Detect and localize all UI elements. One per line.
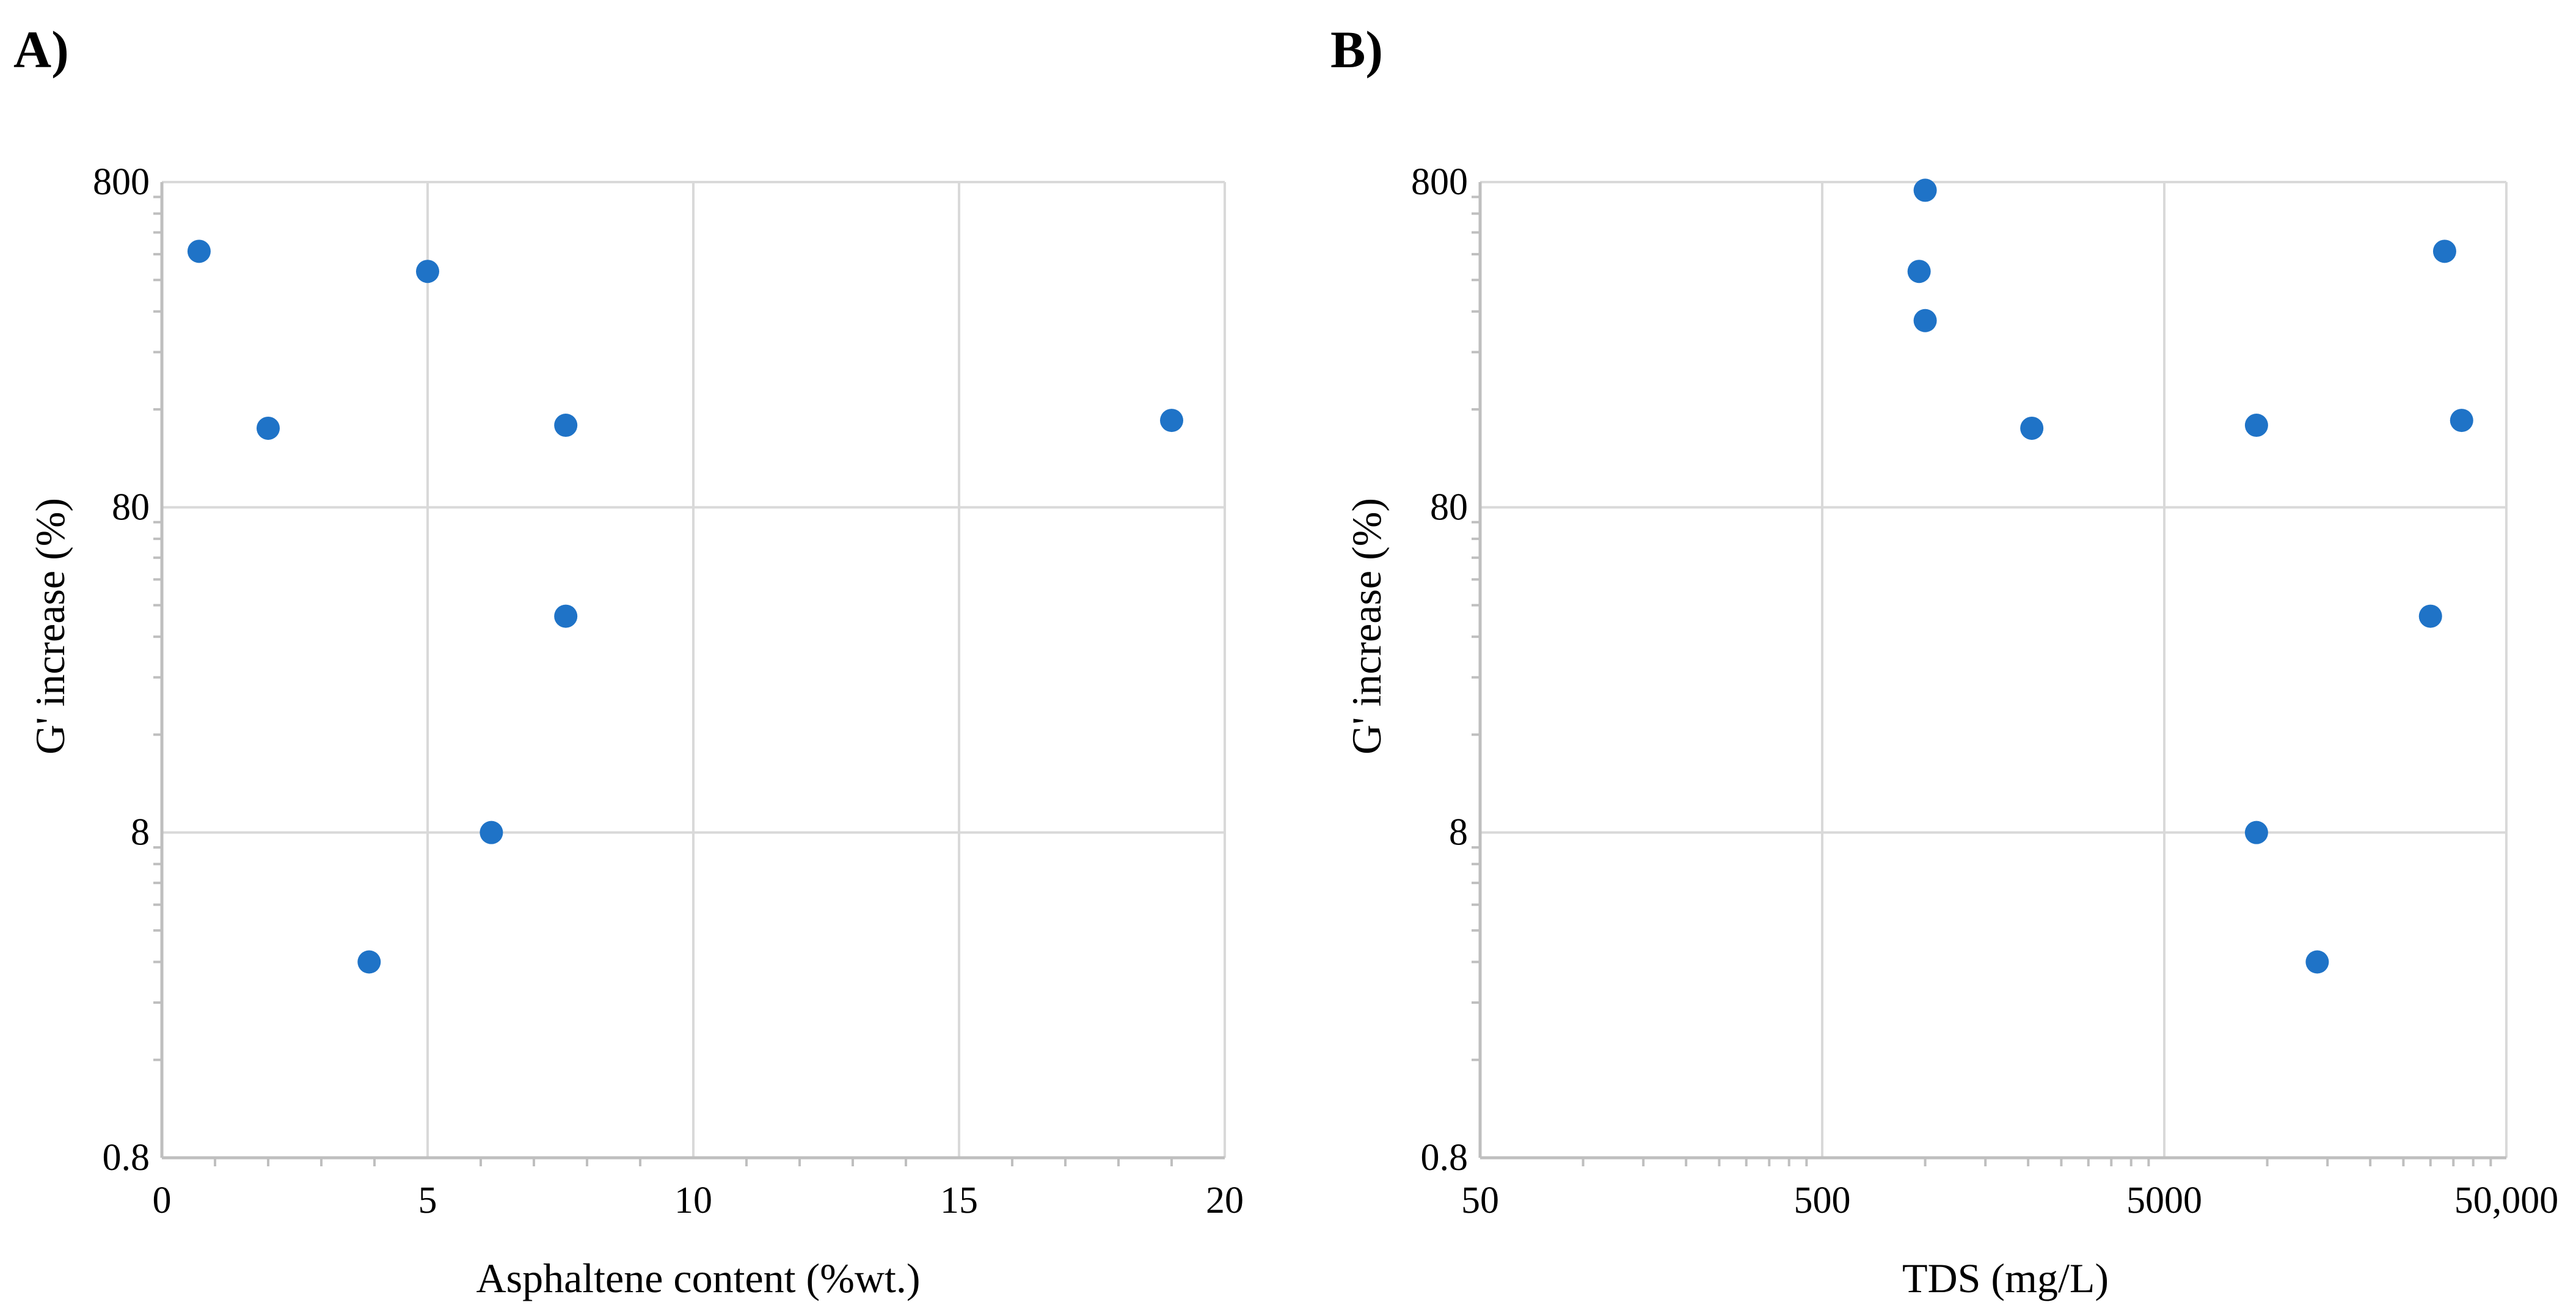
data-point-a	[187, 239, 211, 263]
y-tick-label-b: 800	[1411, 161, 1468, 203]
y-axis-title-a: G' increase (%)	[27, 498, 73, 755]
data-point-a	[554, 604, 578, 628]
y-axis-title-b: G' increase (%)	[1343, 498, 1390, 755]
x-axis-title-a: Asphaltene content (%wt.)	[476, 1255, 921, 1301]
data-point-b	[2020, 416, 2044, 440]
y-tick-label-b: 8	[1449, 812, 1468, 854]
panel-label-a: A)	[13, 20, 69, 79]
panel-a: A) 0.8 8 80 800 0 5 10 15 20 Asphaltene content …	[13, 20, 1244, 1301]
y-tick-label-b: 80	[1430, 486, 1468, 528]
data-point-a	[257, 416, 280, 440]
plot-area-b: 0.8 8 80 800 50 500 5000 50,000	[1411, 161, 2558, 1221]
x-tick-label-a: 15	[940, 1180, 978, 1221]
data-point-b	[2432, 239, 2456, 263]
data-point-a	[1160, 409, 1183, 433]
y-tick-label-a: 8	[131, 812, 150, 854]
y-tick-label-b: 0.8	[1421, 1137, 1469, 1179]
x-tick-label-a: 5	[418, 1180, 437, 1221]
data-point-b	[2418, 604, 2442, 628]
data-point-b	[2450, 409, 2473, 433]
plot-area-a: 0.8 8 80 800 0 5 10 15 20	[93, 161, 1244, 1221]
data-point-b	[2244, 414, 2268, 437]
x-tick-label-b: 50,000	[2454, 1180, 2559, 1221]
data-point-b	[1907, 260, 1931, 283]
data-point-a	[554, 414, 578, 437]
y-tick-label-a: 800	[93, 161, 150, 203]
data-point-b	[1913, 178, 1937, 202]
x-tick-label-a: 20	[1206, 1180, 1244, 1221]
data-point-a	[357, 950, 381, 974]
panel-label-b: B)	[1330, 20, 1383, 79]
y-tick-label-a: 0.8	[103, 1137, 150, 1179]
data-point-a	[480, 821, 503, 844]
y-tick-label-a: 80	[112, 486, 150, 528]
data-point-b	[1913, 309, 1937, 332]
x-tick-label-b: 5000	[2126, 1180, 2202, 1221]
panel-b: B) 0.8 8 80 800 50 500 5000 50,000 TDS (mg/L) G…	[1330, 20, 2558, 1301]
data-point-b	[2244, 821, 2268, 844]
x-tick-label-b: 50	[1461, 1180, 1499, 1221]
x-tick-label-a: 10	[674, 1180, 712, 1221]
data-point-a	[416, 260, 439, 283]
x-axis-title-b: TDS (mg/L)	[1902, 1255, 2109, 1301]
x-tick-label-b: 500	[1794, 1180, 1851, 1221]
data-point-b	[2305, 950, 2329, 974]
x-tick-label-a: 0	[153, 1180, 172, 1221]
